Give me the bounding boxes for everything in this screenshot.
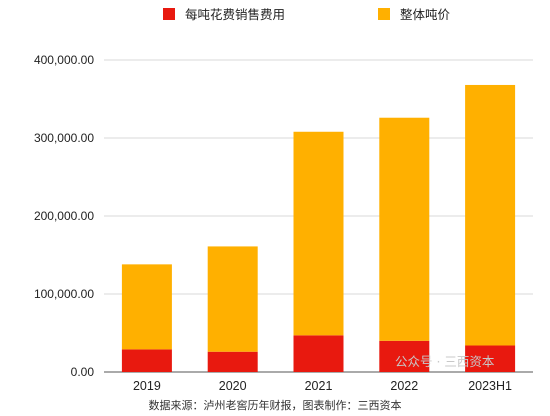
bar-2021-series-1 [293, 131, 344, 336]
y-tick-label-2: 200,000.00 [34, 209, 94, 223]
bar-2020-series-0 [207, 351, 258, 372]
x-axis: 2019 2020 2021 2022 2023H1 [133, 379, 512, 393]
x-tick-label-2020: 2020 [219, 379, 247, 393]
y-tick-label-4: 400,000.00 [34, 53, 94, 67]
legend-swatch-1 [378, 8, 390, 20]
bar-2023H1-series-0 [465, 345, 516, 372]
source-note: 数据来源：泸州老窖历年财报，图表制作：三西资本 [149, 398, 402, 412]
y-axis: 0.00 100,000.00 200,000.00 300,000.00 400,00… [34, 53, 94, 379]
y-tick-label-3: 300,000.00 [34, 131, 94, 145]
x-tick-label-2021: 2021 [305, 379, 333, 393]
watermark-text: 公众号 · 三西资本 [395, 354, 495, 369]
y-tick-label-0: 0.00 [71, 365, 95, 379]
legend-label-1: 整体吨价 [400, 7, 451, 22]
bar-2019-series-0 [121, 349, 172, 372]
bar-2019-series-1 [121, 264, 172, 350]
bar-2023H1-series-1 [465, 84, 516, 346]
legend-swatch-0 [163, 8, 175, 20]
y-tick-label-1: 100,000.00 [34, 287, 94, 301]
bar-2021-series-0 [293, 335, 344, 372]
bar-2020-series-1 [207, 246, 258, 352]
x-tick-label-2019: 2019 [133, 379, 161, 393]
chart-legend: 每吨花费销售费用 整体吨价 [163, 7, 451, 22]
x-tick-label-2022: 2022 [390, 379, 418, 393]
bar-2022-series-0 [379, 340, 430, 372]
bars [121, 84, 516, 372]
legend-label-0: 每吨花费销售费用 [185, 7, 285, 22]
bar-2022-series-1 [379, 117, 430, 341]
x-tick-label-2023H1: 2023H1 [468, 379, 512, 393]
